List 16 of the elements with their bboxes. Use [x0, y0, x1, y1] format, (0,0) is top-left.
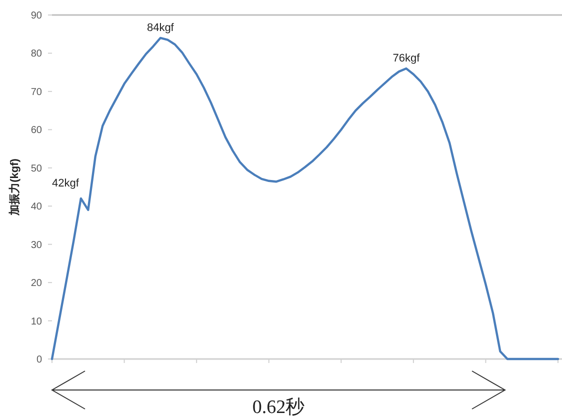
y-tick-label: 70 [30, 86, 42, 98]
y-tick-label: 30 [30, 240, 42, 251]
data-label: 84kgf [146, 22, 175, 34]
y-tick-label: 0 [36, 354, 42, 366]
y-tick-label: 60 [30, 125, 42, 136]
data-label: 42kgf [52, 177, 80, 190]
line-series [50, 36, 560, 360]
y-tick-label: 20 [30, 278, 42, 290]
text: 0.62秒 [252, 397, 305, 418]
y-tick-label: 10 [30, 316, 42, 328]
y-tick-label: 40 [30, 202, 42, 213]
data-label: 76kgf [392, 52, 421, 65]
y-tick-label: 80 [30, 48, 42, 60]
y-tick-label: 50 [30, 163, 42, 174]
y-axis-title: 加振力(kgf) [8, 158, 21, 216]
y-tick-label: 90 [30, 10, 42, 22]
